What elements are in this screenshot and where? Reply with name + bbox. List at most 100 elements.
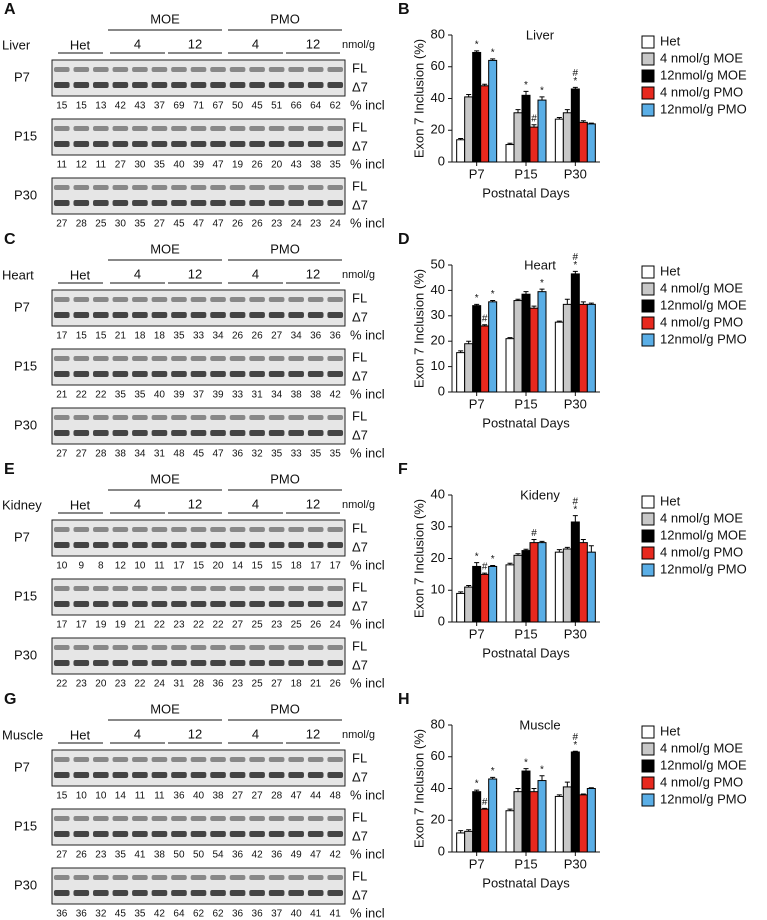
band-fl (53, 297, 70, 302)
significance-marker: # (573, 252, 579, 263)
band-fl (132, 415, 148, 420)
group-label: MOE (150, 241, 180, 256)
band-d7 (288, 430, 304, 436)
error-bar (539, 96, 545, 101)
band-fl (190, 527, 207, 532)
incl-value: 15 (76, 101, 88, 112)
band-fl (151, 356, 168, 361)
gel-box (51, 867, 346, 905)
incl-value: 28 (271, 791, 283, 802)
band-fl (268, 527, 285, 532)
band-d7 (307, 660, 324, 666)
legend-swatch (641, 282, 655, 296)
bar (521, 770, 531, 853)
row-label: P15 (14, 128, 37, 143)
incl-value: 35 (330, 449, 342, 460)
band-d7 (327, 430, 344, 436)
legend-label: 12nmol/g PMO (660, 791, 747, 806)
band-fl (132, 875, 148, 880)
band-fl (112, 67, 129, 72)
band-d7 (307, 772, 324, 778)
error-bar (466, 829, 472, 832)
incl-label: % incl (350, 787, 385, 802)
incl-value: 12 (115, 561, 127, 572)
error-bar (556, 320, 562, 323)
band-fl (73, 415, 90, 420)
bar (554, 118, 564, 163)
legend-label: 12nmol/g PMO (660, 331, 747, 346)
x-axis-label: Postnatal Days (482, 875, 570, 890)
band-d7 (190, 312, 207, 318)
band-fl (93, 356, 109, 361)
incl-value: 9 (79, 561, 85, 572)
band-fl (112, 527, 129, 532)
band-fl (112, 757, 129, 762)
bar (464, 586, 474, 623)
band-fl (171, 527, 187, 532)
tissue-label: Kidney (2, 497, 42, 512)
bar (562, 112, 572, 163)
band-fl (112, 297, 129, 302)
incl-value: 37 (154, 101, 166, 112)
incl-value: 34 (134, 449, 146, 460)
incl-value: 25 (252, 620, 264, 631)
band-fl (151, 875, 168, 880)
significance-marker: # (573, 732, 579, 743)
band-fl (249, 297, 265, 302)
significance-marker: * (524, 757, 528, 768)
legend-swatch (641, 759, 655, 773)
gel-box (51, 519, 346, 557)
bar (537, 291, 547, 393)
band-fl (171, 586, 187, 591)
y-tick-label: 10 (431, 582, 445, 597)
band-d7 (93, 82, 109, 88)
band-d7 (190, 772, 207, 778)
incl-value: 17 (330, 561, 342, 572)
legend-swatch (641, 563, 655, 577)
incl-value: 35 (134, 909, 146, 920)
error-bar (523, 768, 529, 772)
error-bar (531, 538, 537, 543)
band-fl (268, 875, 285, 880)
band-fl (53, 645, 70, 650)
incl-value: 33 (193, 331, 205, 342)
band-d7 (93, 542, 109, 548)
y-axis-label: Exon 7 Inclusion (%) (411, 269, 426, 388)
band-fl (151, 415, 168, 420)
row-label: P15 (14, 358, 37, 373)
band-fl (132, 297, 148, 302)
incl-value: 18 (291, 679, 303, 690)
incl-value: 8 (98, 561, 104, 572)
band-d7 (190, 430, 207, 436)
band-d7 (132, 890, 148, 896)
band-fl (229, 356, 246, 361)
error-bar (474, 303, 480, 306)
x-tick-label: P15 (514, 626, 537, 641)
band-fl (73, 297, 90, 302)
band-d7 (132, 831, 148, 837)
incl-value: 67 (212, 101, 224, 112)
incl-value: 38 (212, 791, 224, 802)
incl-value: 47 (212, 449, 224, 460)
band-fl (249, 356, 265, 361)
band-label: Δ7 (352, 197, 368, 212)
incl-value: 45 (252, 101, 264, 112)
incl-value: 36 (212, 679, 224, 690)
incl-value: 27 (115, 160, 127, 171)
incl-value: 43 (134, 101, 146, 112)
incl-value: 41 (330, 909, 342, 920)
incl-value: 28 (193, 679, 205, 690)
y-tick-label: 80 (431, 716, 445, 731)
band-d7 (268, 660, 285, 666)
incl-value: 21 (310, 679, 322, 690)
dose-label: 4 (134, 36, 141, 51)
band-d7 (190, 82, 207, 88)
band-d7 (210, 890, 226, 896)
band-d7 (112, 141, 129, 147)
error-bar (523, 90, 529, 96)
error-bar (474, 50, 480, 53)
x-tick-label: P15 (514, 856, 537, 871)
band-d7 (268, 601, 285, 607)
incl-value: 40 (154, 390, 166, 401)
incl-value: 62 (193, 909, 205, 920)
